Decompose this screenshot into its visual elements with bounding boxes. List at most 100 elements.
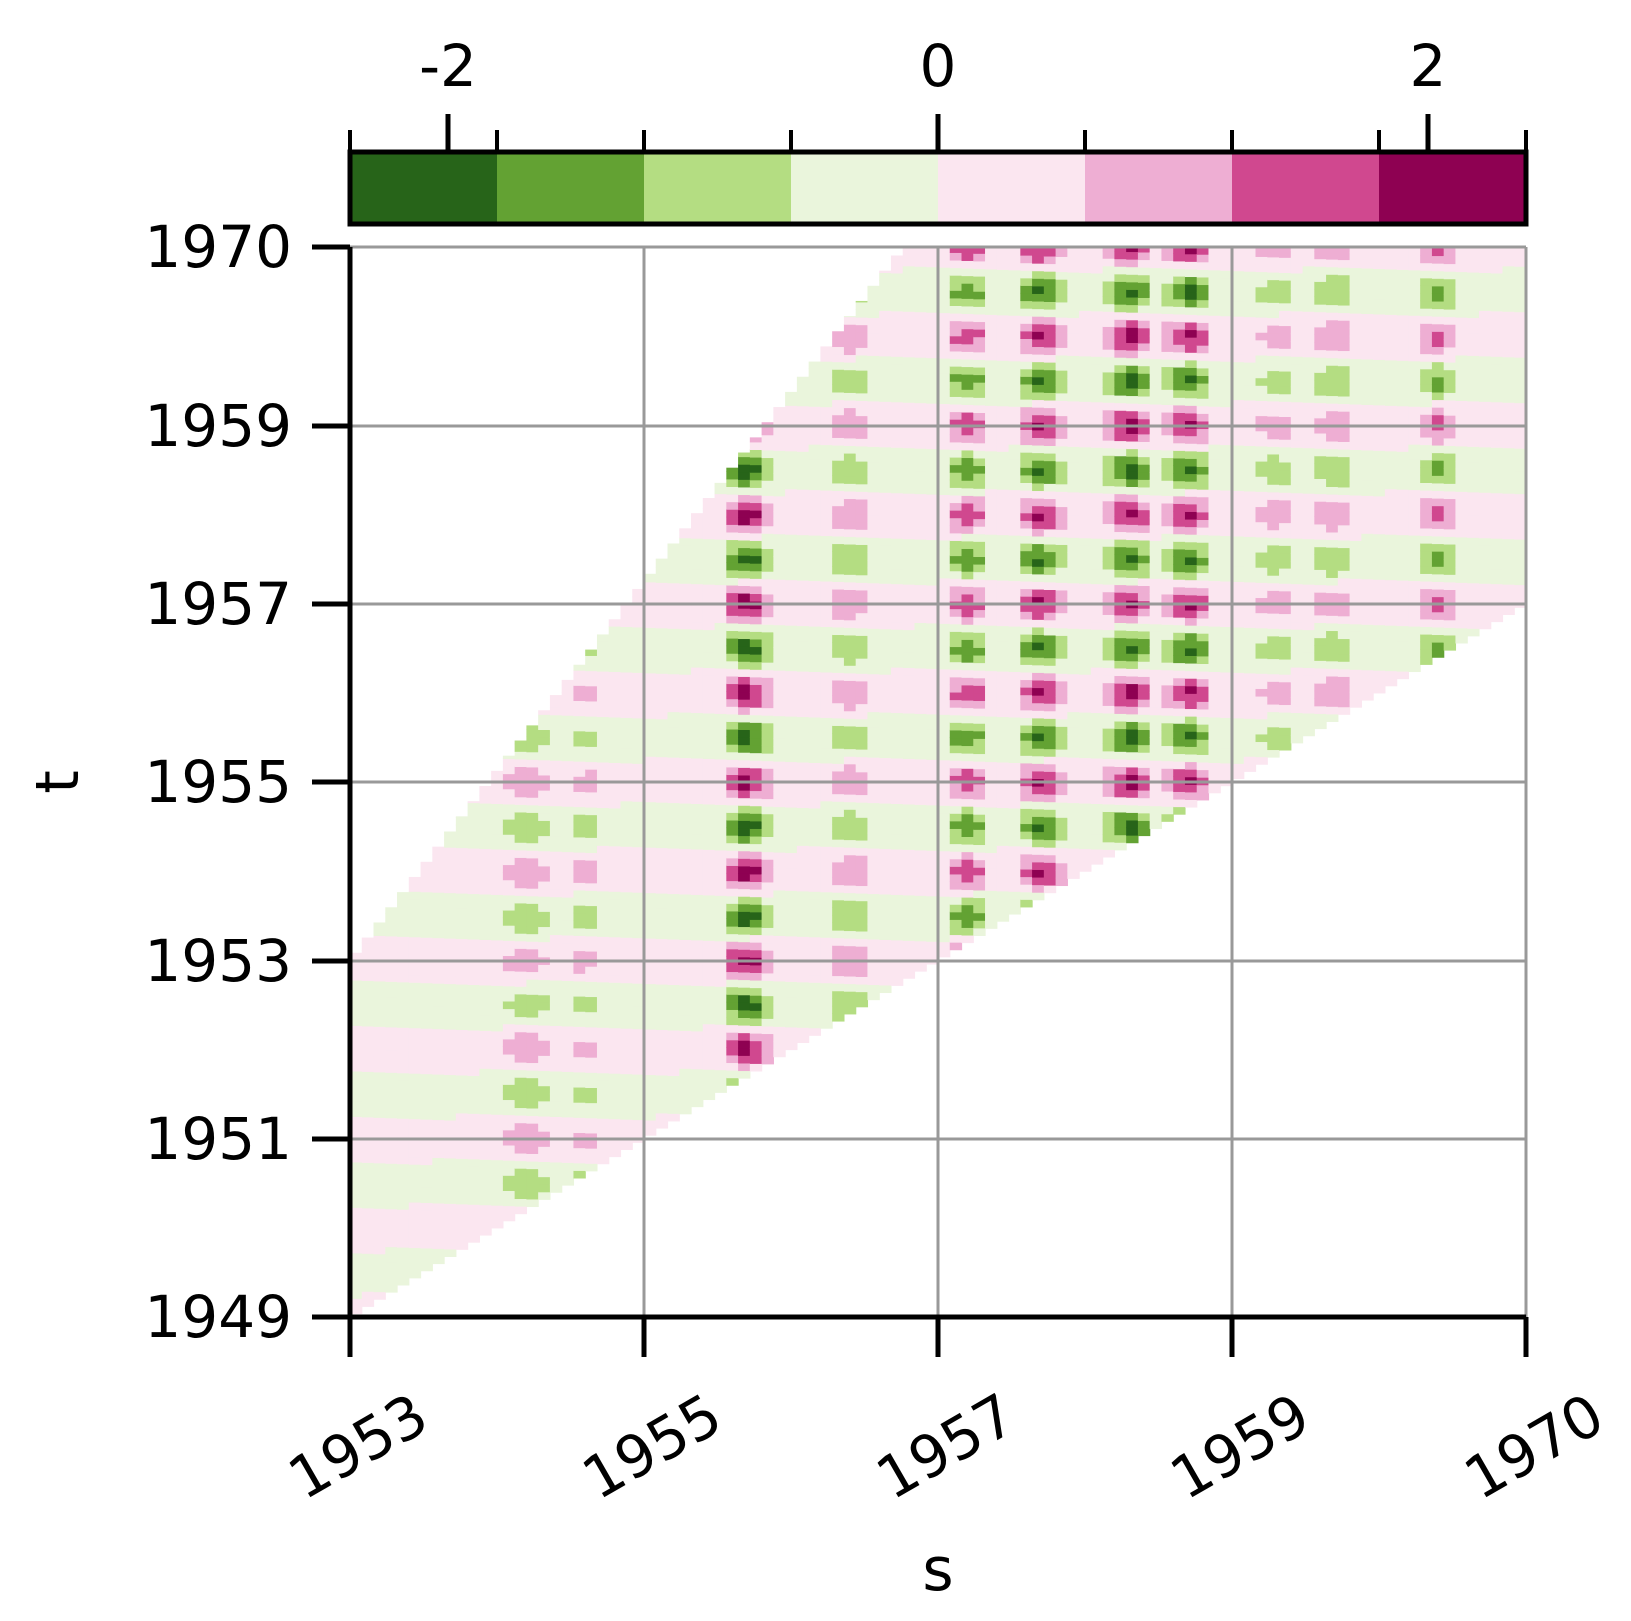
heatmap-cell <box>679 962 692 971</box>
heatmap-cell <box>514 1160 527 1169</box>
heatmap-cell <box>526 948 539 957</box>
heatmap-cell <box>914 743 927 752</box>
heatmap-cell <box>596 761 610 771</box>
heatmap-cell <box>585 890 598 899</box>
heatmap-cell <box>373 1208 386 1217</box>
heatmap-cell <box>843 627 857 636</box>
heatmap-cell <box>926 395 939 404</box>
heatmap-cell <box>855 794 869 803</box>
heatmap-cell <box>938 706 951 715</box>
heatmap-cell <box>902 940 916 949</box>
heatmap-cell <box>479 1219 492 1228</box>
heatmap-cell <box>926 365 939 374</box>
heatmap-cell <box>549 1063 563 1072</box>
heatmap-cell <box>867 681 880 690</box>
heatmap-cell <box>961 859 974 868</box>
heatmap-cell <box>1032 520 1045 529</box>
heatmap-cell <box>538 949 551 958</box>
heatmap-cell <box>644 1074 657 1083</box>
heatmap-cell <box>843 362 857 371</box>
heatmap-cell <box>914 523 927 533</box>
heatmap-cell <box>526 766 539 776</box>
heatmap-cell <box>596 958 610 968</box>
heatmap-cell <box>632 687 645 696</box>
heatmap-cell <box>644 892 657 901</box>
heatmap-cell <box>432 914 445 924</box>
heatmap-cell <box>385 1231 398 1240</box>
heatmap-cell <box>561 1147 575 1156</box>
heatmap-cell <box>526 918 539 927</box>
heatmap-cell <box>973 624 986 633</box>
heatmap-cell <box>573 677 586 686</box>
heatmap-cell <box>455 1029 469 1038</box>
heatmap-cell <box>608 823 622 832</box>
heatmap-cell <box>902 591 916 600</box>
heatmap-cell <box>961 328 974 337</box>
heatmap-cell <box>561 684 575 693</box>
heatmap-cell <box>679 802 692 812</box>
heatmap-cell <box>843 490 857 500</box>
heatmap-cell <box>479 893 492 903</box>
heatmap-cell <box>561 715 575 724</box>
heatmap-cell <box>961 881 974 891</box>
heatmap-cell <box>1008 732 1021 741</box>
heatmap-cell <box>902 409 916 418</box>
heatmap-cell <box>679 1075 692 1084</box>
heatmap-cell <box>479 901 492 910</box>
heatmap-cell <box>902 947 916 957</box>
heatmap-cell <box>561 874 575 883</box>
heatmap-cell <box>761 563 774 572</box>
heatmap-cell <box>1020 808 1033 817</box>
heatmap-cell <box>902 273 916 282</box>
heatmap-cell <box>644 680 657 689</box>
heatmap-cell <box>785 822 798 831</box>
heatmap-cell <box>420 1232 433 1241</box>
heatmap-cell <box>961 313 974 322</box>
heatmap-cell <box>879 833 892 842</box>
heatmap-cell <box>596 1087 610 1097</box>
heatmap-cell <box>608 701 622 710</box>
heatmap-cell <box>608 1111 622 1120</box>
heatmap-cell <box>808 1027 821 1036</box>
heatmap-cell <box>902 796 916 805</box>
heatmap-cell <box>843 634 857 644</box>
heatmap-cell <box>549 1033 563 1042</box>
heatmap-cell <box>855 354 869 364</box>
heatmap-cell <box>820 762 833 772</box>
heatmap-cell <box>796 830 810 839</box>
heatmap-cell <box>432 1051 445 1060</box>
heatmap-cell <box>549 729 563 739</box>
heatmap-cell <box>855 438 869 447</box>
heatmap-cell <box>455 923 469 932</box>
heatmap-cell <box>985 239 997 247</box>
heatmap-cell <box>644 604 657 613</box>
heatmap-cell <box>726 562 739 571</box>
heatmap-cell <box>526 1047 539 1056</box>
heatmap-cell <box>526 941 539 950</box>
heatmap-cell <box>655 1112 669 1121</box>
heatmap-cell <box>1067 779 1080 788</box>
heatmap-cell <box>914 804 927 813</box>
heatmap-cell <box>796 526 810 536</box>
heatmap-cell <box>608 906 622 915</box>
heatmap-cell <box>573 707 586 717</box>
heatmap-cell <box>561 1177 575 1186</box>
heatmap-cell <box>1055 733 1068 743</box>
heatmap-cell <box>738 661 751 670</box>
heatmap-cell <box>361 1207 375 1216</box>
heatmap-cell <box>949 638 963 648</box>
heatmap-cell <box>985 882 998 891</box>
heatmap-cell <box>902 894 916 903</box>
heatmap-cell <box>467 870 480 879</box>
heatmap-cell <box>479 931 492 940</box>
heatmap-cell <box>596 814 610 824</box>
heatmap-cell <box>573 1086 586 1096</box>
heatmap-cell <box>479 802 492 812</box>
heatmap-cell <box>996 511 1010 521</box>
heatmap-cell <box>397 1042 410 1051</box>
heatmap-cell <box>714 910 727 919</box>
heatmap-cell <box>890 666 904 676</box>
heatmap-cell <box>738 1032 751 1041</box>
heatmap-cell <box>773 806 786 815</box>
heatmap-cell <box>420 1225 433 1234</box>
